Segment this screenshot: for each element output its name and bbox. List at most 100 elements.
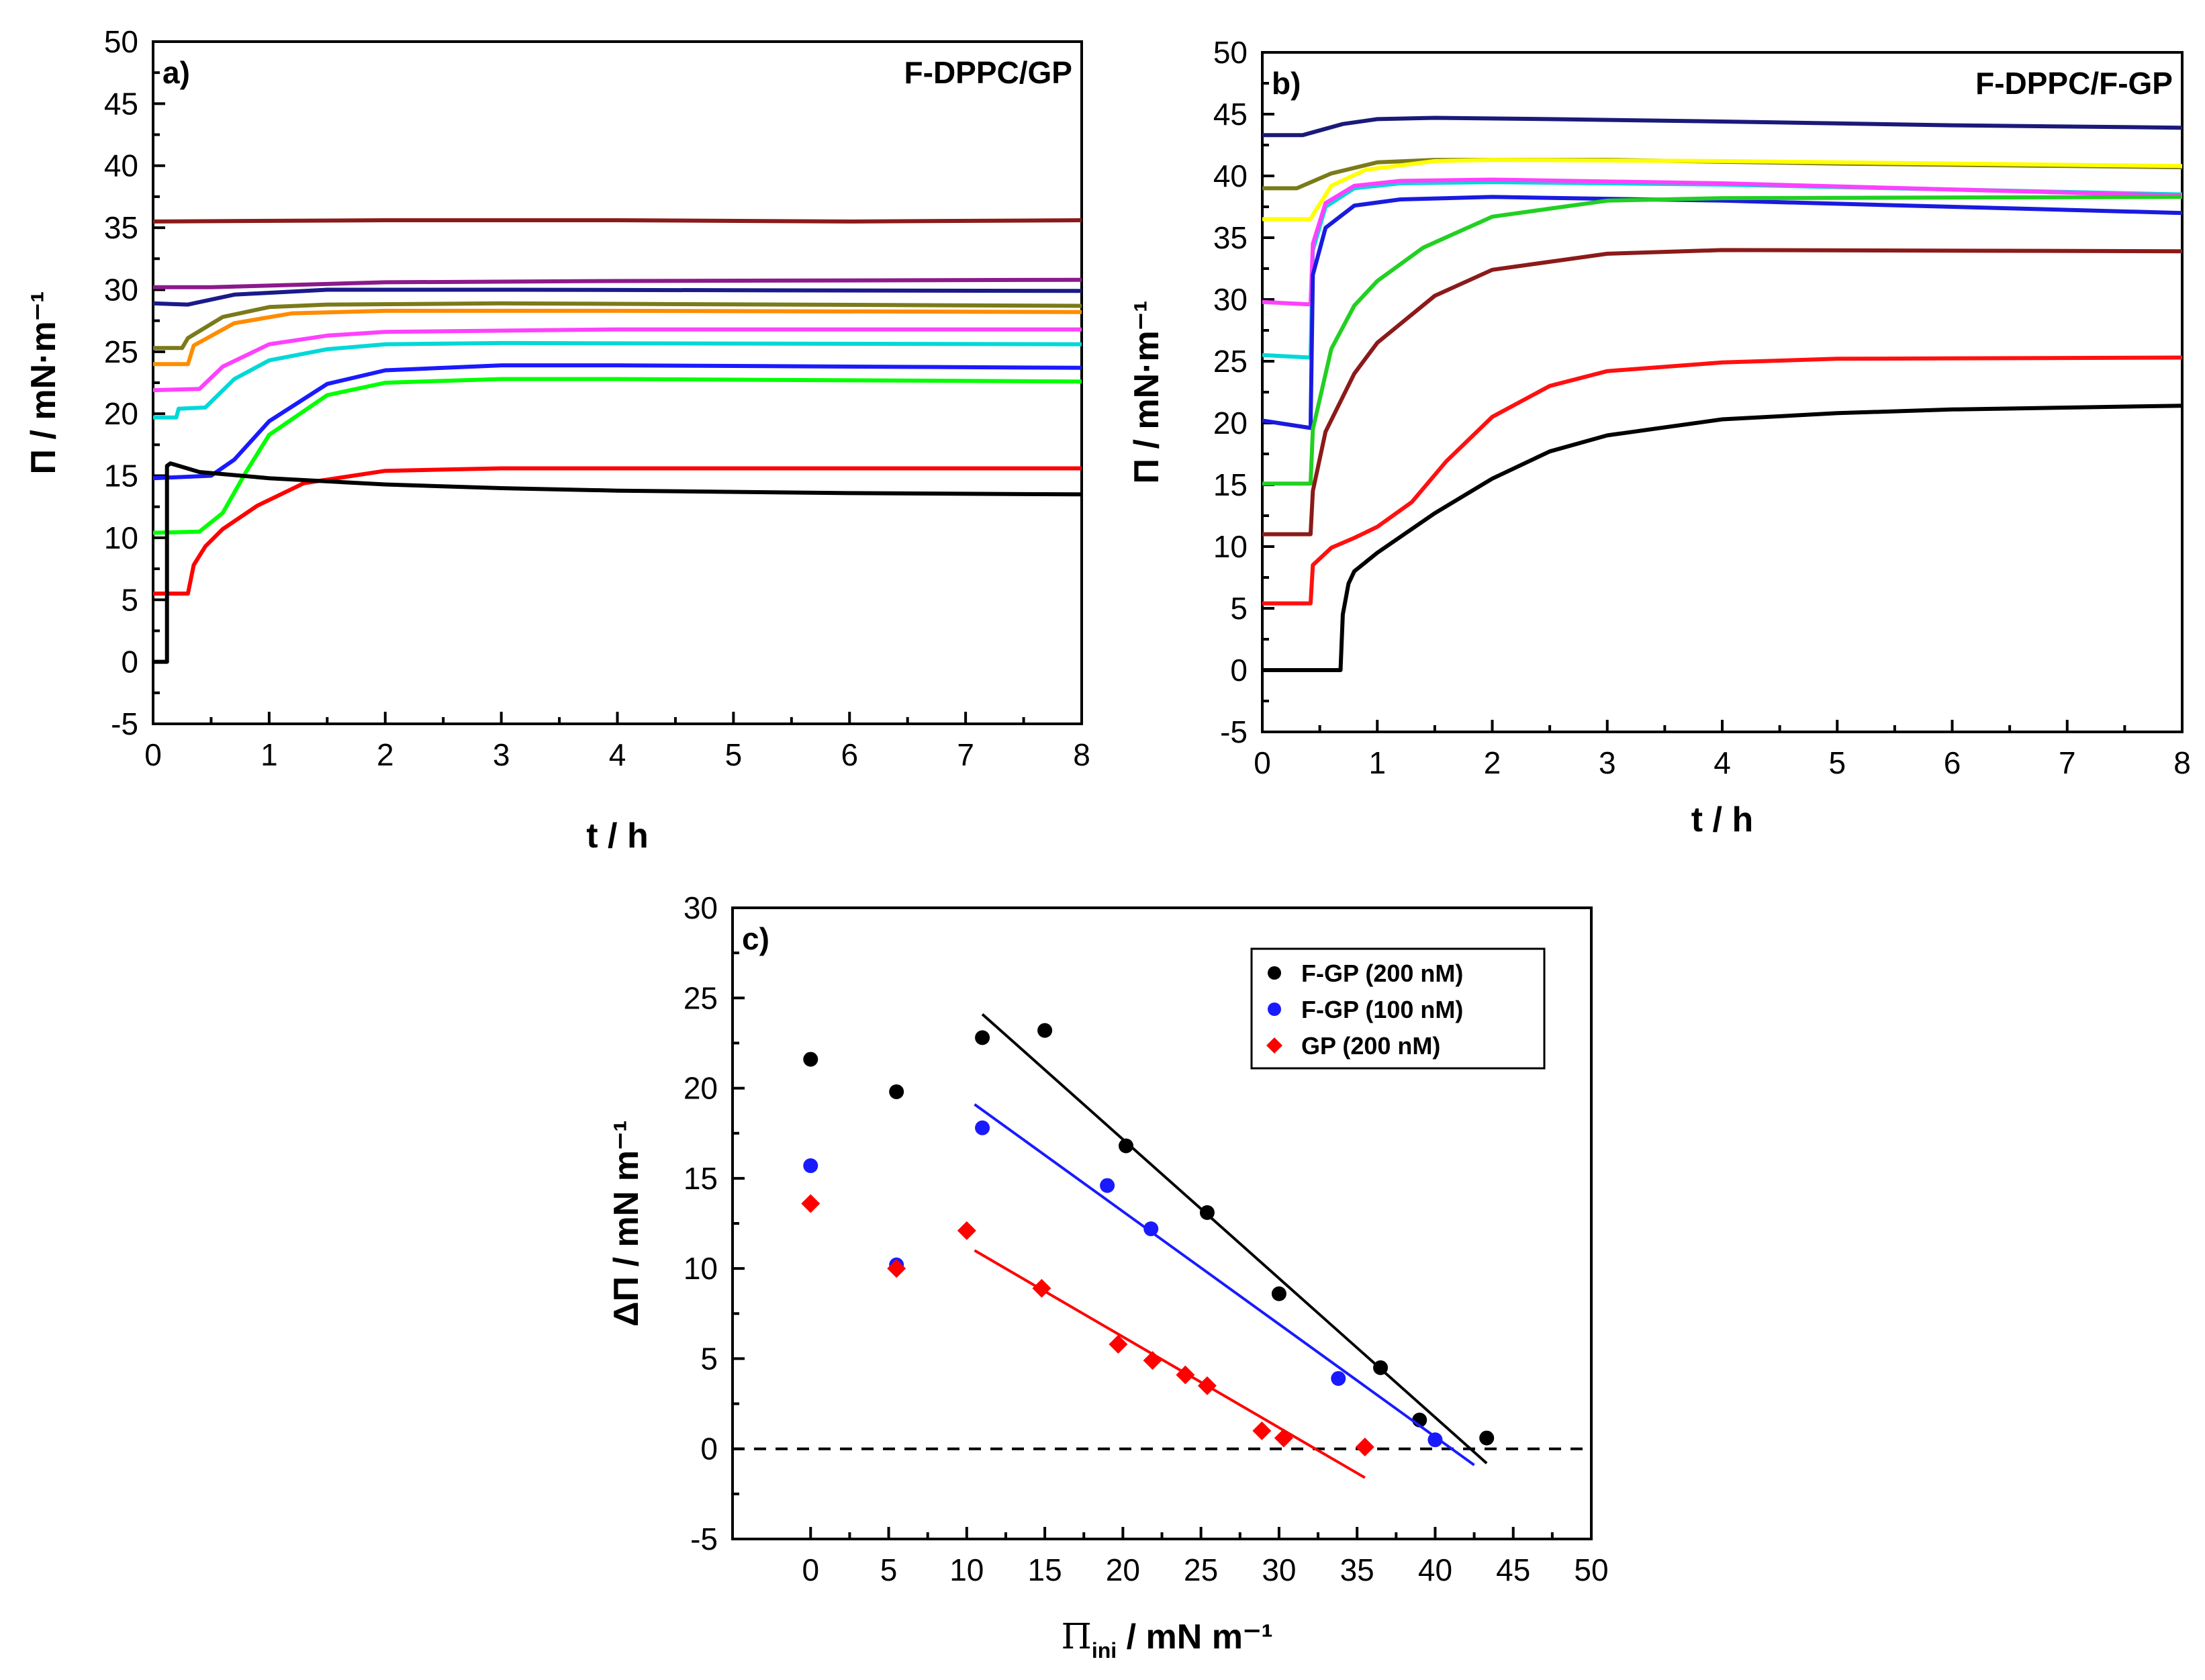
panel-a-x-tick-label: 0	[144, 737, 162, 772]
panel-a-x-tick-label: 2	[377, 737, 394, 772]
panel-b-x-tick-label: 7	[2059, 745, 2076, 780]
panel-c-point-circle	[1100, 1178, 1115, 1193]
panel-c-point-diamond	[801, 1194, 820, 1213]
panel-c-y-axis-title: ΔΠ / mN m⁻¹	[607, 1120, 646, 1327]
panel-b-x-tick-label: 2	[1484, 745, 1501, 780]
panel-a-series-line-1	[153, 218, 1082, 224]
panel-c-point-circle	[889, 1084, 904, 1099]
panel-c-x-tick-label: 30	[1262, 1552, 1296, 1587]
panel-c-point-diamond	[1032, 1278, 1051, 1298]
panel-a-x-tick-label: 1	[261, 737, 278, 772]
panel-c-x-tick-label: 5	[880, 1552, 898, 1587]
panel-c-point-circle	[803, 1158, 818, 1174]
panel-c-legend-label: GP (200 nM)	[1301, 1032, 1440, 1060]
panel-c-point-circle	[1479, 1430, 1495, 1446]
panel-b-series-line-6	[1262, 195, 2182, 430]
panel-c-x-axis-title: Πini / mN m⁻¹	[1062, 1617, 1273, 1663]
panel-a-series-line-10	[153, 466, 1082, 596]
panel-c-legend-marker	[1268, 966, 1281, 980]
panel-c-x-tick-label: 35	[1340, 1552, 1374, 1587]
panel-a-y-tick-label: 40	[104, 148, 138, 183]
panel-b-x-tick-label: 4	[1714, 745, 1731, 780]
panel-c-point-circle	[975, 1030, 990, 1045]
panel-b-x-tick-label: 0	[1254, 745, 1271, 780]
panel-a-series-line-8	[153, 363, 1082, 481]
panel-c-x-tick-label: 25	[1184, 1552, 1218, 1587]
panel-b-y-tick-label: 20	[1213, 406, 1248, 440]
panel-b-series-line-8	[1262, 248, 2182, 536]
panel-b-title: F-DPPC/F-GP	[1975, 66, 2173, 101]
panel-a-x-axis-title: t / h	[586, 816, 648, 855]
panel-c-label: c)	[742, 921, 769, 956]
panel-a-x-tick-label: 4	[609, 737, 626, 772]
panel-c-x-tick-label: 10	[949, 1552, 984, 1587]
panel-a-y-tick-label: -5	[111, 706, 138, 741]
panel-c-x-tick-label: 50	[1574, 1552, 1608, 1587]
panel-b-x-tick-label: 1	[1368, 745, 1386, 780]
panel-a-series-line-5	[153, 308, 1082, 367]
panel-b-x-tick-label: 5	[1828, 745, 1846, 780]
panel-b-y-tick-label: 45	[1213, 97, 1248, 132]
panel-a-y-tick-label: 45	[104, 86, 138, 121]
panel-b-y-tick-label: 0	[1230, 653, 1248, 688]
panel-a-y-axis-title: Π / mN·m⁻¹	[24, 291, 63, 475]
panel-a-label: a)	[162, 55, 190, 90]
panel-c-point-circle	[803, 1052, 818, 1067]
panel-c-point-diamond	[887, 1259, 906, 1278]
panel-c-point-diamond	[1355, 1438, 1374, 1457]
panel-c-point-circle	[1271, 1286, 1286, 1301]
panel-a-y-tick-label: 25	[104, 334, 138, 369]
panel-b-y-tick-label: 30	[1213, 282, 1248, 317]
panel-b-series-line-7	[1262, 195, 2182, 486]
panel-a-y-tick-label: 5	[121, 582, 138, 617]
panel-a-series-line-2	[153, 277, 1082, 289]
panel-b-plot-frame	[1261, 51, 2184, 733]
panel-b-x-axis-title: t / h	[1691, 800, 1753, 839]
panel-c-point-circle	[1427, 1432, 1443, 1448]
panel-b-y-tick-label: -5	[1220, 714, 1248, 749]
panel-b-x-tick-label: 6	[1944, 745, 1961, 780]
panel-c-chart: 0 5 10 15 20 25 30 35 40 45 50 -5 0 5 10 15 20 25 30 c) Πini…	[607, 890, 1609, 1663]
panel-c-legend-label: F-GP (100 nM)	[1301, 996, 1463, 1023]
panel-c-data-layer	[733, 1013, 1591, 1479]
panel-b-y-tick-label: 35	[1213, 220, 1248, 255]
panel-c-point-diamond	[1252, 1421, 1272, 1440]
panel-b-x-tick-label: 8	[2173, 745, 2191, 780]
panel-a-y-tick-label: 30	[104, 272, 138, 307]
panel-c-point-diamond	[1176, 1365, 1195, 1385]
panel-a-y-tick-label: 0	[121, 645, 138, 680]
panel-c-point-circle	[1143, 1221, 1159, 1237]
panel-c-point-circle	[1119, 1138, 1134, 1154]
panel-c-x-tick-label: 15	[1028, 1552, 1062, 1587]
panel-c-point-diamond	[1274, 1428, 1293, 1448]
panel-a-x-tick-label: 3	[493, 737, 510, 772]
panel-c-y-tick-label: 20	[684, 1071, 718, 1106]
panel-c-legend-box	[1250, 947, 1546, 1070]
panel-c-x-axis-title-subscript: ini	[1092, 1638, 1117, 1663]
panel-b-y-tick-label: 50	[1213, 35, 1248, 70]
panel-a-series-line-7	[153, 340, 1082, 420]
panel-c-fit-line-1	[981, 1013, 1488, 1464]
panel-a-y-tick-label: 35	[104, 210, 138, 245]
panel-c-y-tick-label: -5	[690, 1522, 718, 1556]
panel-c-fit-line-3	[974, 1249, 1366, 1479]
panel-c-x-tick-label: 20	[1106, 1552, 1140, 1587]
panel-c-x-tick-label: 40	[1418, 1552, 1452, 1587]
panel-a-y-tick-label: 20	[104, 396, 138, 431]
panel-a-series-line-3	[153, 287, 1082, 307]
panel-a-x-tick-label: 5	[725, 737, 743, 772]
panel-c-point-circle	[1199, 1205, 1215, 1220]
panel-c-legend-marker	[1268, 1002, 1281, 1016]
panel-a-y-tick-label: 10	[104, 520, 138, 555]
panel-c-legend-label: F-GP (200 nM)	[1301, 960, 1463, 987]
panel-b-y-tick-label: 40	[1213, 158, 1248, 193]
panel-c-y-tick-label: 10	[684, 1251, 718, 1286]
panel-b-label: b)	[1272, 66, 1301, 101]
panel-c-point-diamond	[957, 1221, 976, 1240]
panel-a-title: F-DPPC/GP	[904, 55, 1072, 90]
panel-b-data-layer	[1262, 115, 2182, 672]
panel-c-x-tick-label: 45	[1496, 1552, 1530, 1587]
